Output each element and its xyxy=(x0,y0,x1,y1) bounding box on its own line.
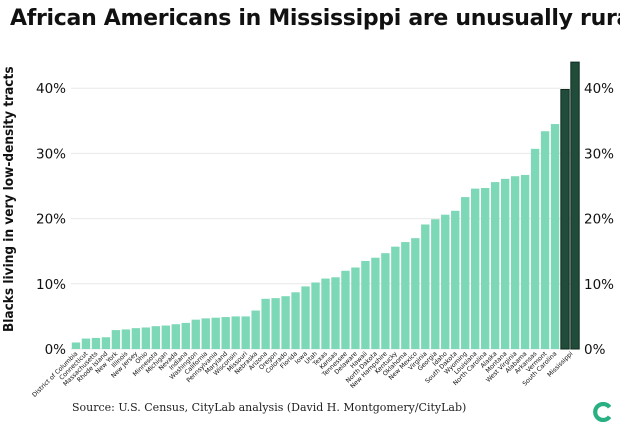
source-note: Source: U.S. Census, CityLab analysis (D… xyxy=(72,401,467,414)
y-tick-label-left: 40% xyxy=(36,81,66,97)
bar xyxy=(101,337,111,349)
bar xyxy=(540,131,550,349)
bar xyxy=(241,316,250,349)
bar xyxy=(421,224,430,349)
bar xyxy=(251,310,260,349)
bar xyxy=(461,197,470,349)
bar xyxy=(311,282,320,349)
bar xyxy=(181,322,190,349)
bar xyxy=(191,319,200,349)
bar xyxy=(111,330,121,349)
y-tick-label-right: 10% xyxy=(584,277,614,293)
y-tick-label-left: 10% xyxy=(36,277,66,293)
bar-chart: 0% 0% 10% 10% 20% 20% 30% 30% 40% 40% District of… xyxy=(31,61,614,399)
y-tick-label-left: 0% xyxy=(45,342,67,358)
bar xyxy=(81,338,91,349)
bar-highlight xyxy=(570,61,580,350)
citylab-logo-icon xyxy=(593,402,612,422)
bar xyxy=(321,278,330,349)
bar xyxy=(391,246,400,349)
y-tick-label-right: 20% xyxy=(584,212,614,228)
y-axis-label: Blacks living in very low-density tracts xyxy=(1,66,17,332)
bar xyxy=(91,337,101,349)
bar xyxy=(221,317,230,349)
bar xyxy=(201,318,210,349)
bar xyxy=(161,325,170,349)
bar xyxy=(441,214,450,349)
bar xyxy=(361,260,370,349)
bar xyxy=(301,286,310,349)
bar xyxy=(471,188,480,349)
y-tick-label-right: 30% xyxy=(584,146,614,162)
bar xyxy=(530,148,540,349)
bar xyxy=(271,298,280,349)
bar xyxy=(520,174,530,349)
bar xyxy=(281,296,290,349)
bars xyxy=(71,61,580,350)
bar xyxy=(490,182,500,349)
bar xyxy=(411,238,420,349)
bar xyxy=(371,257,380,349)
bar xyxy=(231,316,240,349)
chart-title: African Americans in Mississippi are unu… xyxy=(10,6,620,31)
y-tick-label-left: 30% xyxy=(36,146,66,162)
bar xyxy=(550,124,560,349)
y-ticks: 0% 0% 10% 10% 20% 20% 30% 30% 40% 40% xyxy=(36,81,614,358)
bar xyxy=(381,253,390,349)
bar xyxy=(211,317,220,349)
bar xyxy=(291,292,300,349)
x-categories: District of ColumbiaConnecticutMassachus… xyxy=(31,350,575,399)
y-tick-label-left: 20% xyxy=(36,212,66,228)
bar xyxy=(121,329,131,349)
bar xyxy=(171,324,180,349)
bar-highlight xyxy=(560,89,570,350)
bar xyxy=(351,267,360,349)
y-tick-label-right: 40% xyxy=(584,81,614,97)
bar xyxy=(500,178,510,349)
bar xyxy=(151,326,161,349)
bar xyxy=(131,328,141,349)
bar xyxy=(261,298,270,349)
bar xyxy=(451,210,460,349)
bar xyxy=(141,327,151,349)
bar xyxy=(401,242,410,349)
bar xyxy=(341,270,350,349)
bar xyxy=(480,187,490,349)
bar xyxy=(510,176,520,349)
y-tick-label-right: 0% xyxy=(584,342,606,358)
bar xyxy=(71,342,81,349)
bar xyxy=(431,219,440,349)
bar xyxy=(331,277,340,349)
